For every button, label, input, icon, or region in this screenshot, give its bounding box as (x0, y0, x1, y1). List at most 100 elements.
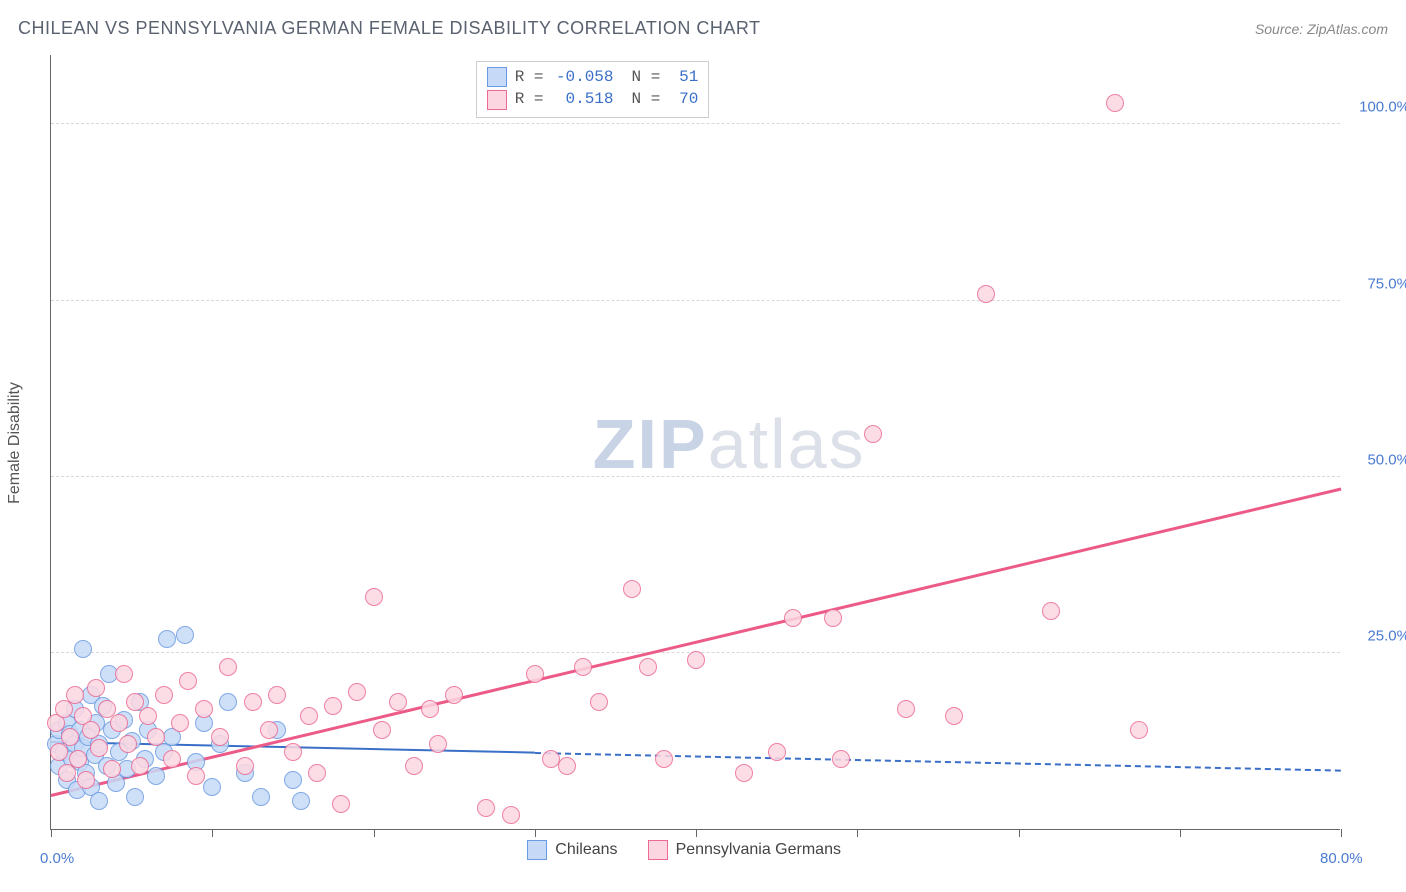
data-point (735, 764, 753, 782)
data-point (332, 795, 350, 813)
data-point (977, 285, 995, 303)
data-point (639, 658, 657, 676)
legend-swatch (487, 90, 507, 110)
data-point (1130, 721, 1148, 739)
y-tick-label: 25.0% (1350, 627, 1406, 644)
legend-label: Chileans (555, 841, 617, 859)
data-point (389, 693, 407, 711)
data-point (308, 764, 326, 782)
data-point (292, 792, 310, 810)
data-point (87, 679, 105, 697)
data-point (655, 750, 673, 768)
data-point (324, 697, 342, 715)
legend-swatch (648, 840, 668, 860)
x-tick (374, 829, 375, 837)
data-point (445, 686, 463, 704)
data-point (421, 700, 439, 718)
data-point (203, 778, 221, 796)
data-point (897, 700, 915, 718)
stats-r-label: R = (515, 66, 544, 88)
data-point (558, 757, 576, 775)
x-tick (51, 829, 52, 837)
watermark-zip: ZIP (593, 405, 708, 483)
data-point (260, 721, 278, 739)
legend-item: Pennsylvania Germans (648, 840, 841, 860)
data-point (155, 686, 173, 704)
data-point (219, 658, 237, 676)
data-point (252, 788, 270, 806)
data-point (477, 799, 495, 817)
data-point (179, 672, 197, 690)
x-tick (212, 829, 213, 837)
stats-row: R =-0.058N =51 (487, 66, 699, 88)
y-tick-label: 100.0% (1350, 99, 1406, 116)
gridline (51, 476, 1340, 477)
data-point (163, 750, 181, 768)
data-point (236, 757, 254, 775)
y-tick-label: 75.0% (1350, 275, 1406, 292)
stats-n-label: N = (632, 66, 661, 88)
legend-swatch (487, 67, 507, 87)
data-point (784, 609, 802, 627)
data-point (187, 767, 205, 785)
gridline (51, 300, 1340, 301)
legend-item: Chileans (527, 840, 617, 860)
stats-n-value: 51 (668, 66, 698, 88)
x-tick (535, 829, 536, 837)
data-point (66, 686, 84, 704)
stats-n-label: N = (632, 88, 661, 110)
x-axis-max-label: 80.0% (1320, 850, 1363, 867)
data-point (1042, 602, 1060, 620)
data-point (90, 739, 108, 757)
data-point (147, 767, 165, 785)
data-point (945, 707, 963, 725)
chart-title: CHILEAN VS PENNSYLVANIA GERMAN FEMALE DI… (18, 18, 761, 39)
data-point (284, 743, 302, 761)
stats-n-value: 70 (668, 88, 698, 110)
data-point (77, 771, 95, 789)
data-point (244, 693, 262, 711)
data-point (195, 700, 213, 718)
data-point (211, 728, 229, 746)
data-point (158, 630, 176, 648)
data-point (373, 721, 391, 739)
stats-legend-box: R =-0.058N =51R =0.518N =70 (476, 61, 710, 118)
y-axis-title: Female Disability (6, 382, 24, 504)
data-point (147, 728, 165, 746)
watermark: ZIPatlas (593, 404, 866, 484)
stats-r-label: R = (515, 88, 544, 110)
data-point (300, 707, 318, 725)
data-point (176, 626, 194, 644)
data-point (574, 658, 592, 676)
data-point (171, 714, 189, 732)
data-point (348, 683, 366, 701)
data-point (74, 640, 92, 658)
y-tick-label: 50.0% (1350, 451, 1406, 468)
legend-label: Pennsylvania Germans (676, 841, 841, 859)
data-point (119, 735, 137, 753)
bottom-legend: Chileans Pennsylvania Germans (527, 840, 841, 860)
data-point (126, 788, 144, 806)
data-point (864, 425, 882, 443)
data-point (824, 609, 842, 627)
source-label: Source: ZipAtlas.com (1255, 21, 1388, 37)
data-point (110, 714, 128, 732)
data-point (82, 721, 100, 739)
watermark-atlas: atlas (708, 405, 866, 483)
data-point (526, 665, 544, 683)
data-point (502, 806, 520, 824)
data-point (139, 707, 157, 725)
data-point (832, 750, 850, 768)
trend-line (51, 488, 1342, 797)
gridline (51, 123, 1340, 124)
scatter-plot: ZIPatlas 25.0%50.0%75.0%100.0% (50, 55, 1340, 830)
data-point (687, 651, 705, 669)
data-point (590, 693, 608, 711)
data-point (115, 665, 133, 683)
data-point (284, 771, 302, 789)
x-tick (1019, 829, 1020, 837)
x-tick (1341, 829, 1342, 837)
data-point (103, 760, 121, 778)
data-point (69, 750, 87, 768)
data-point (429, 735, 447, 753)
